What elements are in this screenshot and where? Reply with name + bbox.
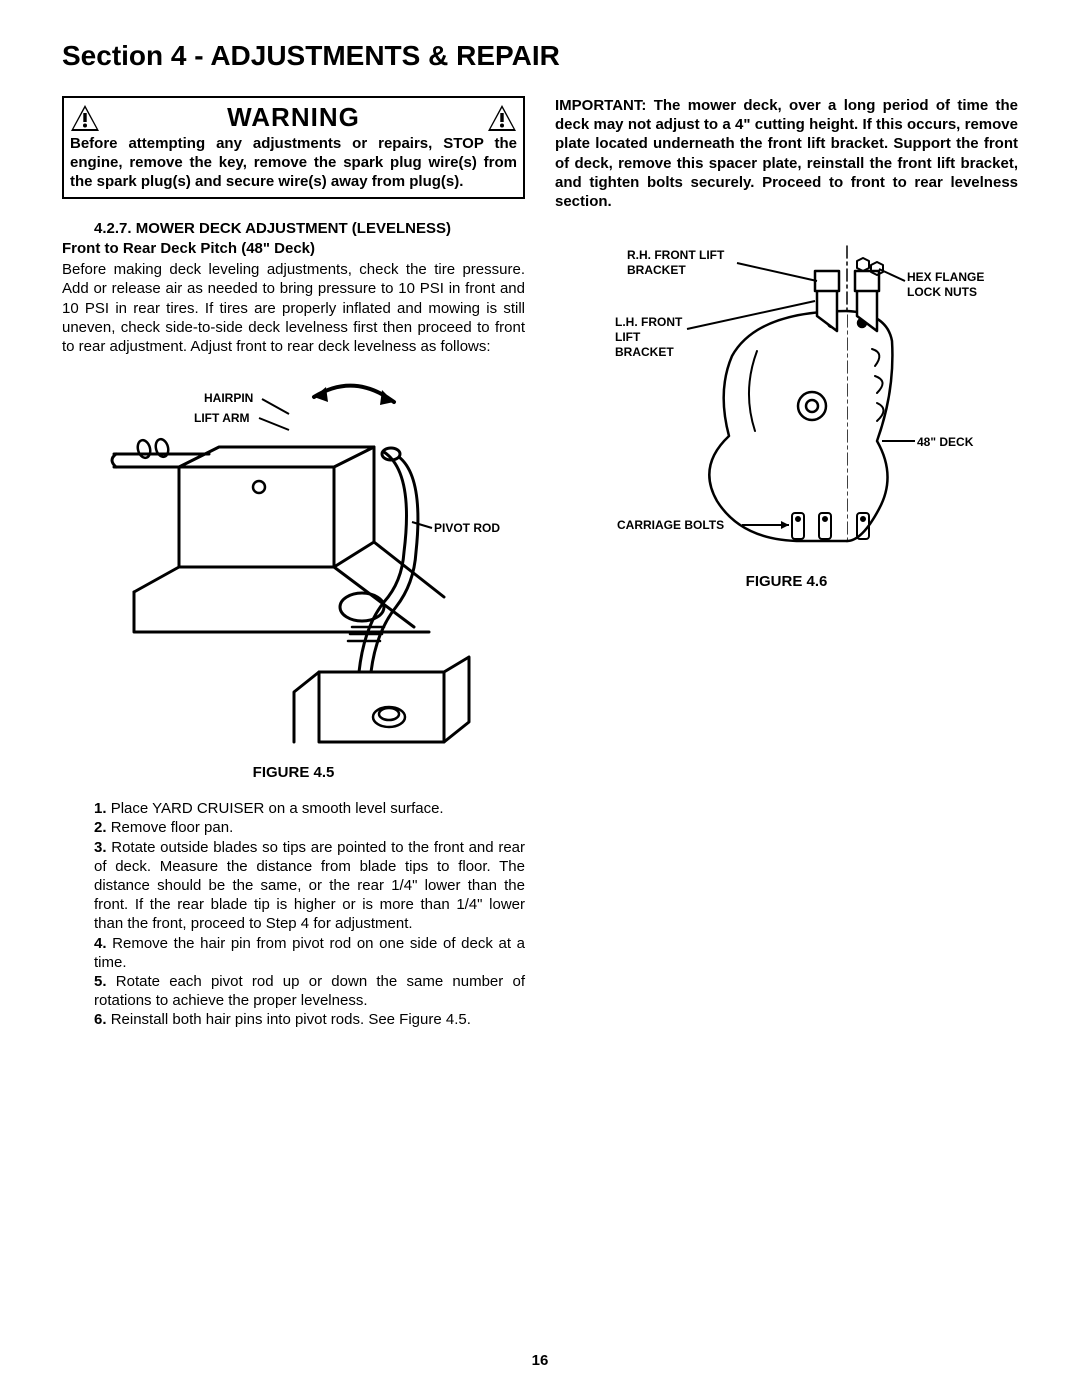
label-pivot-rod: PIVOT ROD	[434, 521, 500, 535]
step-2: 2. Remove floor pan.	[94, 818, 525, 837]
label-lh-1: L.H. FRONT	[615, 315, 683, 329]
label-deck: 48" DECK	[917, 435, 974, 449]
step-text: Remove floor pan.	[111, 819, 234, 836]
step-text: Remove the hair pin from pivot rod on on…	[94, 935, 525, 971]
label-hex-2: LOCK NUTS	[907, 285, 977, 299]
figure-4-6-caption: FIGURE 4.6	[555, 573, 1018, 590]
subsection-subtitle: Front to Rear Deck Pitch (48" Deck)	[62, 239, 525, 259]
two-column-layout: WARNING Before attempting any adjustment…	[62, 96, 1018, 1029]
figure-4-6-diagram: R.H. FRONT LIFT BRACKET HEX FLANGE LOCK …	[557, 241, 1017, 561]
step-3: 3. Rotate outside blades so tips are poi…	[94, 838, 525, 934]
step-1: 1. Place YARD CRUISER on a smooth level …	[94, 799, 525, 818]
label-lh-3: BRACKET	[615, 345, 674, 359]
label-rh-bracket-2: BRACKET	[627, 263, 686, 277]
label-hairpin: HAIRPIN	[204, 391, 253, 405]
label-hex-1: HEX FLANGE	[907, 270, 984, 284]
step-text: Rotate outside blades so tips are pointe…	[94, 839, 525, 933]
subsection-number: 4.2.7. MOWER DECK ADJUSTMENT (LEVELNESS)	[94, 219, 525, 239]
step-text: Place YARD CRUISER on a smooth level sur…	[111, 800, 444, 817]
figure-4-5: HAIRPIN LIFT ARM PIVOT ROD FIGURE 4.5	[62, 372, 525, 781]
step-6: 6. Reinstall both hair pins into pivot r…	[94, 1010, 525, 1029]
warning-triangle-icon	[70, 104, 100, 132]
important-paragraph: IMPORTANT: The mower deck, over a long p…	[555, 96, 1018, 211]
label-lift-arm: LIFT ARM	[194, 411, 250, 425]
step-5: 5. Rotate each pivot rod up or down the …	[94, 972, 525, 1010]
warning-box: WARNING Before attempting any adjustment…	[62, 96, 525, 199]
section-title: Section 4 - ADJUSTMENTS & REPAIR	[62, 40, 1018, 72]
right-column: IMPORTANT: The mower deck, over a long p…	[555, 96, 1018, 1029]
step-text: Reinstall both hair pins into pivot rods…	[111, 1011, 471, 1028]
figure-4-6: R.H. FRONT LIFT BRACKET HEX FLANGE LOCK …	[555, 241, 1018, 590]
figure-4-5-diagram: HAIRPIN LIFT ARM PIVOT ROD	[84, 372, 504, 752]
label-carriage: CARRIAGE BOLTS	[617, 518, 724, 532]
steps-list: 1. Place YARD CRUISER on a smooth level …	[94, 799, 525, 1029]
label-lh-2: LIFT	[615, 330, 641, 344]
left-column: WARNING Before attempting any adjustment…	[62, 96, 525, 1029]
figure-4-5-caption: FIGURE 4.5	[62, 764, 525, 781]
warning-title: WARNING	[227, 102, 360, 133]
subsection-heading: 4.2.7. MOWER DECK ADJUSTMENT (LEVELNESS)…	[62, 219, 525, 258]
step-text: Rotate each pivot rod up or down the sam…	[94, 973, 525, 1009]
label-rh-bracket-1: R.H. FRONT LIFT	[627, 248, 725, 262]
step-4: 4. Remove the hair pin from pivot rod on…	[94, 934, 525, 972]
warning-triangle-icon	[487, 104, 517, 132]
intro-paragraph: Before making deck leveling adjustments,…	[62, 260, 525, 356]
page-number: 16	[0, 1352, 1080, 1369]
warning-text: Before attempting any adjustments or rep…	[70, 135, 517, 191]
warning-header: WARNING	[70, 102, 517, 133]
